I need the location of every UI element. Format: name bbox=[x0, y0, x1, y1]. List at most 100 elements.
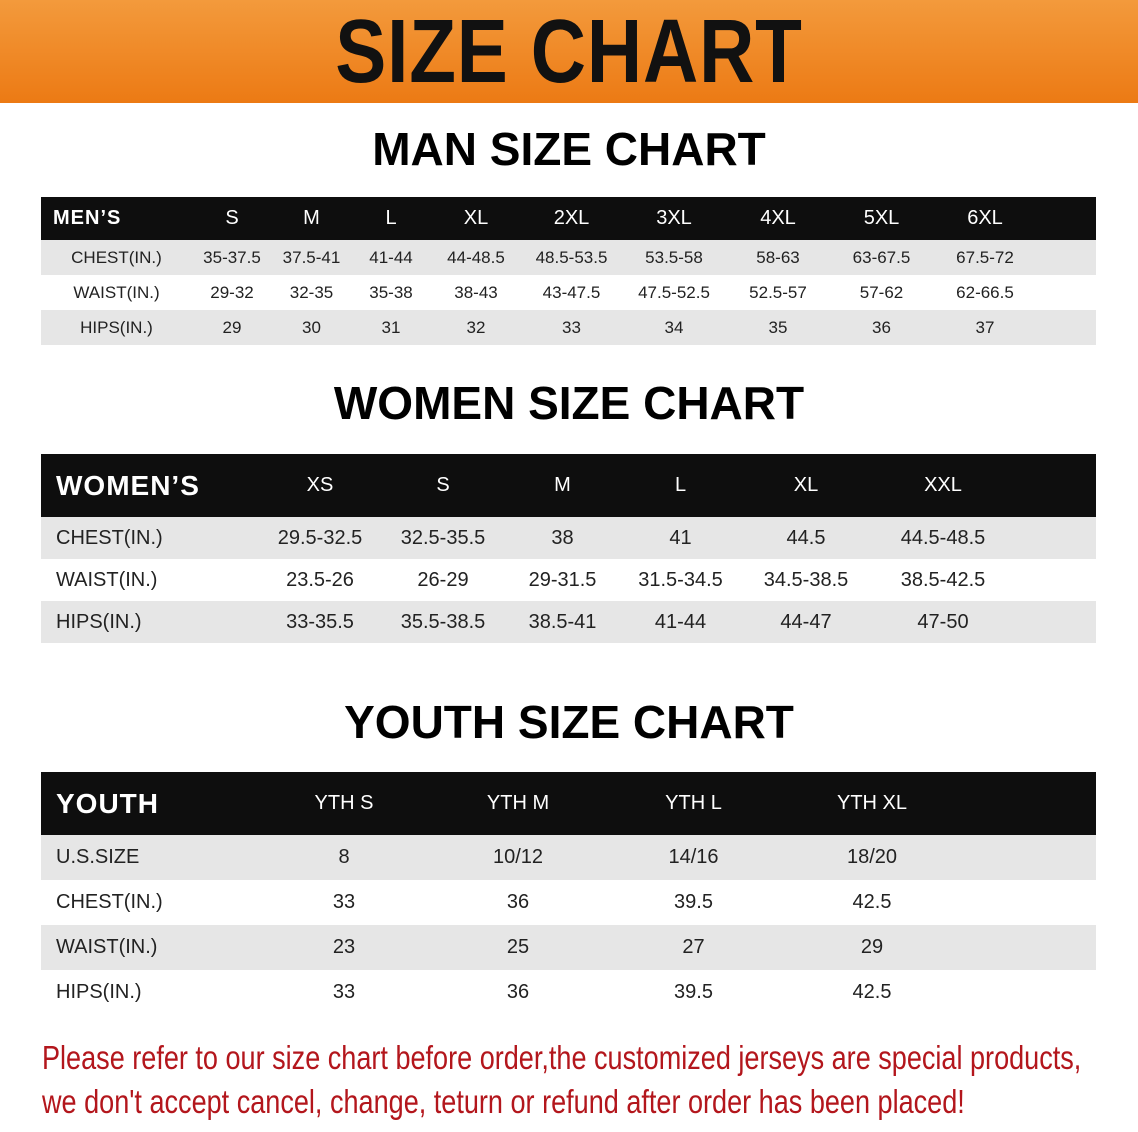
table-cell: 36 bbox=[506, 981, 530, 1003]
table-cell: 29 bbox=[860, 936, 884, 958]
table-cell: 44.5-48.5 bbox=[900, 526, 986, 549]
table-cell: 27 bbox=[682, 936, 705, 958]
table-cell: 35 bbox=[768, 317, 788, 337]
row-label: U.S.SIZE bbox=[56, 846, 140, 868]
table-cell: 29.5-32.5 bbox=[277, 526, 363, 549]
table-cell: 53.5-58 bbox=[645, 247, 703, 267]
women-size-table: WOMEN’S XS S M L XL XXL CHEST(IN.) 29.5-32.5 32.5… bbox=[41, 454, 1096, 643]
order-notice: Please refer to our size chart before or… bbox=[42, 1036, 1138, 1124]
table-cell: 42.5 bbox=[852, 981, 892, 1003]
size-header-cell: 2XL bbox=[553, 207, 590, 229]
table-cell: 26-29 bbox=[417, 568, 469, 591]
table-cell: 35.5-38.5 bbox=[400, 610, 486, 633]
table-cell: 41-44 bbox=[654, 610, 707, 633]
table-row: HIPS(IN.) 33-35.5 35.5-38.5 38.5-41 41-44 44-… bbox=[41, 601, 1096, 643]
size-header-cell: S bbox=[225, 207, 239, 229]
table-cell: 32-35 bbox=[289, 282, 334, 302]
row-label: CHEST(IN.) bbox=[71, 247, 162, 267]
men-size-table: MEN’S S M L XL 2XL 3XL 4XL 5XL 6XL CHEST(IN.) 35-37… bbox=[41, 197, 1096, 345]
table-row: HIPS(IN.) 33 36 39.5 42.5 bbox=[41, 970, 1096, 1015]
table-cell: 38-43 bbox=[454, 282, 498, 302]
table-cell: 48.5-53.5 bbox=[535, 247, 608, 267]
table-cell: 38.5-41 bbox=[528, 610, 597, 633]
table-cell: 10/12 bbox=[492, 846, 544, 868]
table-cell: 29-32 bbox=[210, 282, 254, 302]
table-row: HIPS(IN.) 29 30 31 32 33 34 35 36 37 bbox=[41, 310, 1096, 345]
table-cell: 34 bbox=[664, 317, 684, 337]
size-header-cell: S bbox=[436, 474, 450, 496]
size-header-cell: XL bbox=[463, 207, 489, 229]
row-label: CHEST(IN.) bbox=[56, 891, 163, 913]
table-cell: 23 bbox=[332, 936, 356, 958]
table-cell: 32 bbox=[466, 317, 486, 337]
table-cell: 43-47.5 bbox=[542, 282, 601, 302]
table-cell: 38 bbox=[551, 526, 574, 549]
table-cell: 29-31.5 bbox=[528, 568, 597, 591]
table-cell: 25 bbox=[506, 936, 530, 958]
table-header-row: MEN’S S M L XL 2XL 3XL 4XL 5XL 6XL bbox=[41, 197, 1096, 240]
table-cell: 44-48.5 bbox=[447, 247, 505, 267]
table-cell: 47-50 bbox=[917, 610, 969, 633]
size-header-cell: M bbox=[303, 207, 320, 229]
women-section-title: WOMEN SIZE CHART bbox=[333, 377, 805, 429]
size-header-cell: XXL bbox=[924, 474, 962, 496]
notice-line-1: Please refer to our size chart before or… bbox=[42, 1039, 1082, 1076]
table-row: WAIST(IN.) 29-32 32-35 35-38 38-43 43-47.5 47.… bbox=[41, 275, 1096, 310]
size-header-cell: YTH M bbox=[486, 792, 550, 814]
table-row: WAIST(IN.) 23 25 27 29 bbox=[41, 925, 1096, 970]
table-cell: 44.5 bbox=[786, 526, 826, 549]
row-label: WAIST(IN.) bbox=[56, 568, 158, 591]
table-cell: 34.5-38.5 bbox=[763, 568, 849, 591]
size-header-cell: L bbox=[385, 207, 397, 229]
notice-line-2: we don't accept cancel, change, teturn o… bbox=[42, 1083, 965, 1120]
banner-title: SIZE CHART bbox=[335, 2, 803, 102]
table-cell: 23.5-26 bbox=[286, 568, 354, 591]
table-cell: 52.5-57 bbox=[749, 282, 807, 302]
table-cell: 42.5 bbox=[852, 891, 892, 913]
table-cell: 33-35.5 bbox=[286, 610, 354, 633]
table-cell: 39.5 bbox=[674, 981, 713, 1003]
size-header-cell: M bbox=[554, 474, 571, 496]
size-header-cell: 5XL bbox=[863, 207, 900, 229]
table-cell: 29 bbox=[222, 317, 242, 337]
youth-section-title: YOUTH SIZE CHART bbox=[344, 696, 794, 748]
table-cell: 38.5-42.5 bbox=[900, 568, 986, 591]
table-cell: 35-38 bbox=[369, 282, 413, 302]
row-label: HIPS(IN.) bbox=[80, 317, 153, 337]
table-cell: 37.5-41 bbox=[282, 247, 341, 267]
table-cell: 58-63 bbox=[756, 247, 800, 267]
size-header-cell: YTH S bbox=[314, 792, 374, 814]
table-cell: 67.5-72 bbox=[956, 247, 1014, 267]
table-cell: 32.5-35.5 bbox=[400, 526, 486, 549]
size-header-cell: XL bbox=[793, 474, 819, 496]
size-header-cell: L bbox=[674, 474, 687, 496]
table-cell: 35-37.5 bbox=[203, 247, 261, 267]
table-header-row: WOMEN’S XS S M L XL XXL bbox=[41, 454, 1096, 517]
row-label: WAIST(IN.) bbox=[56, 936, 158, 958]
table-cell: 30 bbox=[302, 317, 321, 337]
table-cell: 39.5 bbox=[674, 891, 713, 913]
table-cell: 57-62 bbox=[859, 282, 904, 302]
row-label: HIPS(IN.) bbox=[56, 610, 142, 633]
table-title-cell: YOUTH bbox=[56, 787, 159, 819]
men-section-title: MAN SIZE CHART bbox=[372, 123, 766, 175]
size-header-cell: 4XL bbox=[760, 207, 796, 229]
table-cell: 41-44 bbox=[369, 247, 413, 267]
size-header-cell: 6XL bbox=[967, 207, 1003, 229]
table-row: CHEST(IN.) 29.5-32.5 32.5-35.5 38 41 44.5 44.5… bbox=[41, 517, 1096, 559]
youth-size-table: YOUTH YTH S YTH M YTH L YTH XL U.S.SIZE 8 10/12… bbox=[41, 772, 1096, 1015]
table-cell: 31 bbox=[381, 317, 401, 337]
table-cell: 47.5-52.5 bbox=[638, 282, 710, 302]
table-row: CHEST(IN.) 33 36 39.5 42.5 bbox=[41, 880, 1096, 925]
row-label: WAIST(IN.) bbox=[73, 282, 160, 302]
table-cell: 63-67.5 bbox=[852, 247, 911, 267]
table-row: U.S.SIZE 8 10/12 14/16 18/20 bbox=[41, 835, 1096, 880]
table-title-cell: MEN’S bbox=[53, 207, 122, 229]
table-cell: 8 bbox=[338, 846, 350, 868]
table-cell: 14/16 bbox=[668, 846, 719, 868]
banner: SIZE CHART bbox=[0, 0, 1138, 103]
table-cell: 41 bbox=[669, 526, 692, 549]
size-header-cell: YTH L bbox=[665, 792, 722, 814]
table-row: WAIST(IN.) 23.5-26 26-29 29-31.5 31.5-34.5 34… bbox=[41, 559, 1096, 601]
